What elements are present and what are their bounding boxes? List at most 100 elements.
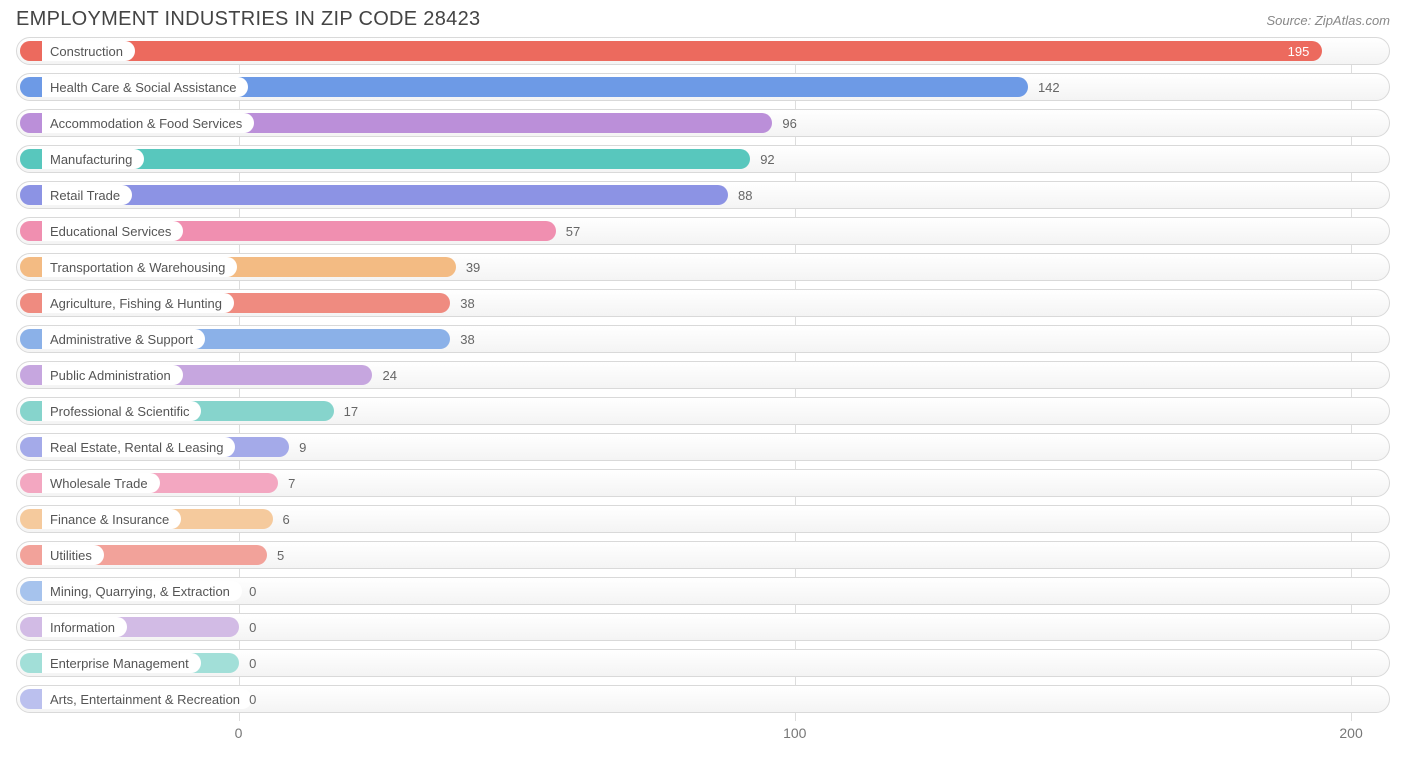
bar-label-pill: Wholesale Trade [20, 473, 160, 493]
bar-value: 7 [282, 470, 301, 496]
bar-label-pill: Administrative & Support [20, 329, 205, 349]
bar-value: 0 [243, 650, 262, 676]
bar-label-pill: Utilities [20, 545, 104, 565]
bar-label-text: Agriculture, Fishing & Hunting [50, 296, 222, 311]
bar-label-arc [20, 257, 42, 277]
bar-label-arc [20, 545, 42, 565]
bar-label-text: Manufacturing [50, 152, 132, 167]
bar-label-arc [20, 185, 42, 205]
bar-value: 24 [376, 362, 402, 388]
bar-label-pill: Professional & Scientific [20, 401, 201, 421]
bar-row: Information 0 [16, 613, 1390, 641]
bar-label-text: Professional & Scientific [50, 404, 189, 419]
bar-row: Retail Trade 88 [16, 181, 1390, 209]
bar-row: Agriculture, Fishing & Hunting 38 [16, 289, 1390, 317]
bar-label-arc [20, 41, 42, 61]
bar-label-pill: Information [20, 617, 127, 637]
bar-label-text: Retail Trade [50, 188, 120, 203]
bar-row: Educational Services 57 [16, 217, 1390, 245]
bar-label-arc [20, 293, 42, 313]
bars-container: Construction 195 Health Care & Social Assi… [16, 37, 1390, 713]
bar-value: 57 [560, 218, 586, 244]
bar-row: Health Care & Social Assistance142 [16, 73, 1390, 101]
bar-label-text: Information [50, 620, 115, 635]
bar-label-text: Administrative & Support [50, 332, 193, 347]
bar-label-text: Real Estate, Rental & Leasing [50, 440, 223, 455]
bar-row: Construction 195 [16, 37, 1390, 65]
bar-label-arc [20, 221, 42, 241]
bar-value: 17 [338, 398, 364, 424]
bar-label-arc [20, 689, 42, 709]
bar-label-arc [20, 653, 42, 673]
bar-value: 0 [243, 686, 262, 712]
bar-label-arc [20, 149, 42, 169]
chart-source: Source: ZipAtlas.com [1266, 13, 1390, 28]
bar-label-pill: Mining, Quarrying, & Extraction [20, 581, 242, 601]
bar-value: 38 [454, 290, 480, 316]
bar-label-text: Finance & Insurance [50, 512, 169, 527]
bar-label-pill: Retail Trade [20, 185, 132, 205]
bar-value: 96 [776, 110, 802, 136]
x-axis: 0100200 [16, 721, 1390, 749]
bar-label-pill: Arts, Entertainment & Recreation [20, 689, 252, 709]
bar-label-text: Educational Services [50, 224, 171, 239]
bar-label-pill: Health Care & Social Assistance [20, 77, 248, 97]
chart-area: Construction 195 Health Care & Social Assi… [0, 37, 1406, 749]
bar-label-text: Transportation & Warehousing [50, 260, 225, 275]
bar-label-pill: Educational Services [20, 221, 183, 241]
bar-label-pill: Enterprise Management [20, 653, 201, 673]
bar-row: Mining, Quarrying, & Extraction0 [16, 577, 1390, 605]
bar-label-text: Health Care & Social Assistance [50, 80, 236, 95]
bar-label-pill: Construction [20, 41, 135, 61]
bar-label-pill: Public Administration [20, 365, 183, 385]
bar-value: 92 [754, 146, 780, 172]
bar-label-arc [20, 365, 42, 385]
bar-fill [20, 41, 1322, 61]
chart-title: EMPLOYMENT INDUSTRIES IN ZIP CODE 28423 [16, 8, 480, 31]
bar-value: 6 [277, 506, 296, 532]
bar-value: 195 [1282, 38, 1320, 64]
bar-row: Finance & Insurance 6 [16, 505, 1390, 533]
bar-value: 9 [293, 434, 312, 460]
bar-label-arc [20, 401, 42, 421]
bar-label-arc [20, 77, 42, 97]
bar-label-arc [20, 113, 42, 133]
bar-row: Manufacturing 92 [16, 145, 1390, 173]
bar-label-arc [20, 617, 42, 637]
bar-value: 39 [460, 254, 486, 280]
bar-row: Enterprise Management 0 [16, 649, 1390, 677]
bar-row: Real Estate, Rental & Leasing 9 [16, 433, 1390, 461]
bar-label-pill: Transportation & Warehousing [20, 257, 237, 277]
bar-row: Accommodation & Food Services 96 [16, 109, 1390, 137]
bar-row: Transportation & Warehousing 39 [16, 253, 1390, 281]
bar-label-pill: Agriculture, Fishing & Hunting [20, 293, 234, 313]
axis-tick-label: 0 [235, 725, 243, 741]
bar-label-text: Public Administration [50, 368, 171, 383]
bar-label-arc [20, 509, 42, 529]
bar-row: Utilities 5 [16, 541, 1390, 569]
bar-row: Professional & Scientific 17 [16, 397, 1390, 425]
bar-row: Arts, Entertainment & Recreation0 [16, 685, 1390, 713]
bar-label-text: Arts, Entertainment & Recreation [50, 692, 240, 707]
bar-label-text: Utilities [50, 548, 92, 563]
bar-value: 0 [243, 614, 262, 640]
bar-value: 88 [732, 182, 758, 208]
bar-label-arc [20, 437, 42, 457]
bar-value: 38 [454, 326, 480, 352]
bar-label-text: Wholesale Trade [50, 476, 148, 491]
bar-value: 5 [271, 542, 290, 568]
bar-row: Public Administration 24 [16, 361, 1390, 389]
bar-label-text: Accommodation & Food Services [50, 116, 242, 131]
bar-label-pill: Real Estate, Rental & Leasing [20, 437, 235, 457]
bar-label-text: Enterprise Management [50, 656, 189, 671]
axis-tick-label: 100 [783, 725, 806, 741]
bar-label-arc [20, 473, 42, 493]
chart-header: EMPLOYMENT INDUSTRIES IN ZIP CODE 28423 … [0, 0, 1406, 37]
bar-label-pill: Accommodation & Food Services [20, 113, 254, 133]
bar-label-text: Mining, Quarrying, & Extraction [50, 584, 230, 599]
bar-label-text: Construction [50, 44, 123, 59]
bar-label-pill: Finance & Insurance [20, 509, 181, 529]
bar-row: Wholesale Trade 7 [16, 469, 1390, 497]
bar-label-arc [20, 581, 42, 601]
bar-label-pill: Manufacturing [20, 149, 144, 169]
